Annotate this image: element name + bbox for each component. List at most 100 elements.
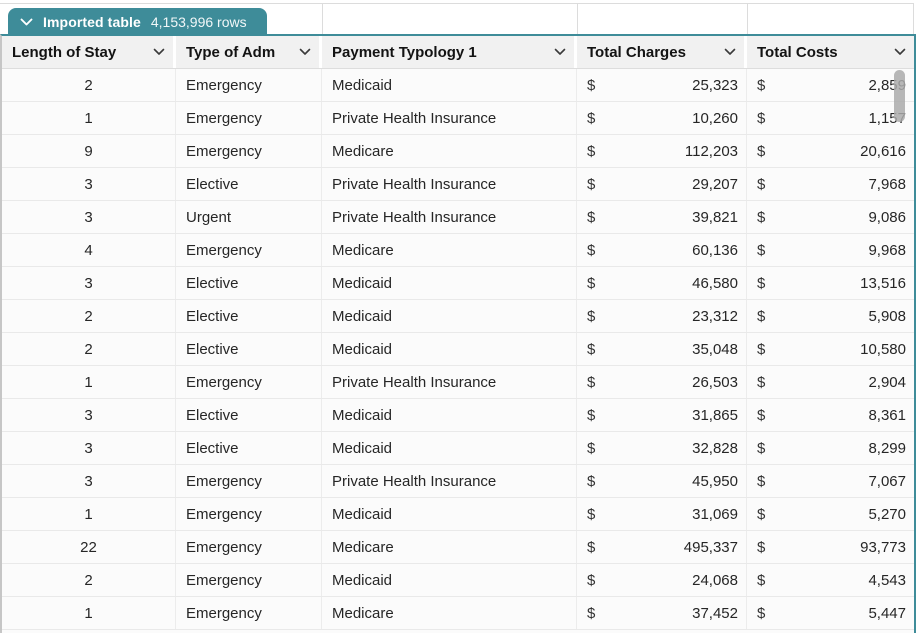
table-body: 2 Emergency Medicaid $25,323 $2,859 1 Emergenc…: [2, 69, 914, 630]
table-row: 1 Emergency Private Health Insurance $10,26…: [2, 102, 914, 135]
cell-value: Emergency: [186, 604, 262, 622]
currency-symbol: $: [587, 340, 596, 358]
table-row: 22 Emergency Medicare $495,337 $93,773: [2, 531, 914, 564]
table-cell: Private Health Insurance: [322, 168, 577, 200]
table-row: 3 Elective Medicaid $46,580 $13,516: [2, 267, 914, 300]
table-row: 1 Emergency Private Health Insurance $26,50…: [2, 366, 914, 399]
table-cell: Private Health Insurance: [322, 366, 577, 398]
cell-value: Emergency: [186, 76, 262, 94]
table-cell: Medicaid: [322, 432, 577, 464]
cell-value: Elective: [186, 340, 239, 358]
cell-value: 93,773: [860, 538, 906, 556]
table-cell: $37,452: [577, 597, 747, 629]
cell-value: Emergency: [186, 571, 262, 589]
table-row: 2 Emergency Medicaid $24,068 $4,543: [2, 564, 914, 597]
cell-value: 7,067: [868, 472, 906, 490]
table-row: 9 Emergency Medicare $112,203 $20,616: [2, 135, 914, 168]
table-cell: Elective: [176, 300, 322, 332]
table-cell: Emergency: [176, 366, 322, 398]
table-cell: $39,821: [577, 201, 747, 233]
table-cell: Medicaid: [322, 564, 577, 596]
table-cell: 1: [2, 498, 176, 530]
table-cell: $35,048: [577, 333, 747, 365]
cell-value: Medicaid: [332, 340, 393, 358]
currency-symbol: $: [757, 241, 766, 259]
cell-value: 3: [84, 208, 93, 226]
column-menu-chevron-icon[interactable]: [147, 48, 165, 56]
table-cell: Elective: [176, 333, 322, 365]
table-cell: 3: [2, 168, 176, 200]
cell-value: Elective: [186, 439, 239, 457]
table-cell: Elective: [176, 399, 322, 431]
currency-symbol: $: [757, 109, 766, 127]
column-header-total-charges[interactable]: Total Charges: [577, 36, 747, 68]
cell-value: 3: [84, 175, 93, 193]
cell-value: 39,821: [692, 208, 738, 226]
table-cell: $60,136: [577, 234, 747, 266]
table-cell: $112,203: [577, 135, 747, 167]
table-cell: $7,067: [747, 465, 914, 497]
table-cell: Medicaid: [322, 333, 577, 365]
currency-symbol: $: [757, 274, 766, 292]
cell-value: Medicaid: [332, 307, 393, 325]
cell-value: 8,361: [868, 406, 906, 424]
column-header-label: Payment Typology 1: [332, 43, 477, 61]
cell-value: 8,299: [868, 439, 906, 457]
table-cell: Medicaid: [322, 498, 577, 530]
table-cell: Elective: [176, 267, 322, 299]
table-cell: Private Health Insurance: [322, 201, 577, 233]
cell-value: 46,580: [692, 274, 738, 292]
upper-grid-vline: [577, 4, 578, 34]
currency-symbol: $: [587, 439, 596, 457]
column-menu-chevron-icon[interactable]: [548, 48, 566, 56]
column-menu-chevron-icon[interactable]: [293, 48, 311, 56]
cell-value: Medicaid: [332, 76, 393, 94]
table-cell: $46,580: [577, 267, 747, 299]
currency-symbol: $: [757, 571, 766, 589]
table-cell: Emergency: [176, 564, 322, 596]
cell-value: Private Health Insurance: [332, 109, 497, 127]
cell-value: 4,543: [868, 571, 906, 589]
table-row: 3 Elective Private Health Insurance $29,207…: [2, 168, 914, 201]
cell-value: Private Health Insurance: [332, 373, 497, 391]
cell-value: 4: [84, 241, 93, 259]
column-menu-chevron-icon[interactable]: [718, 48, 736, 56]
table-cell: $23,312: [577, 300, 747, 332]
table-cell: $2,904: [747, 366, 914, 398]
cell-value: 35,048: [692, 340, 738, 358]
cell-value: 9,086: [868, 208, 906, 226]
column-header-payment-typology-1[interactable]: Payment Typology 1: [322, 36, 577, 68]
column-menu-chevron-icon[interactable]: [888, 48, 906, 56]
column-header-total-costs[interactable]: Total Costs: [747, 36, 914, 68]
currency-symbol: $: [757, 76, 766, 94]
imported-table-tab[interactable]: Imported table 4,153,996 rows: [8, 8, 267, 36]
cell-value: 3: [84, 472, 93, 490]
cell-value: 26,503: [692, 373, 738, 391]
upper-grid-hline: [0, 3, 914, 4]
column-header-type-of-adm[interactable]: Type of Adm: [176, 36, 322, 68]
tab-row-count: 4,153,996 rows: [150, 14, 247, 30]
table-cell: Urgent: [176, 201, 322, 233]
table-cell: $31,865: [577, 399, 747, 431]
vertical-scrollbar-thumb[interactable]: [894, 70, 905, 122]
table-cell: Emergency: [176, 531, 322, 563]
table-cell: Medicaid: [322, 69, 577, 101]
cell-value: Medicare: [332, 142, 394, 160]
column-header-label: Length of Stay: [12, 43, 117, 61]
table-cell: $1,157: [747, 102, 914, 134]
collapse-chevron-icon[interactable]: [20, 18, 33, 27]
table-cell: 2: [2, 564, 176, 596]
column-header-label: Total Costs: [757, 43, 838, 61]
table-cell: $45,950: [577, 465, 747, 497]
column-header-length-of-stay[interactable]: Length of Stay: [2, 36, 176, 68]
table-cell: Medicaid: [322, 267, 577, 299]
currency-symbol: $: [587, 274, 596, 292]
cell-value: 495,337: [683, 538, 738, 556]
cell-value: Medicaid: [332, 274, 393, 292]
cell-value: Medicaid: [332, 571, 393, 589]
table-cell: $5,447: [747, 597, 914, 629]
table-cell: $4,543: [747, 564, 914, 596]
table-cell: $8,361: [747, 399, 914, 431]
table-cell: 22: [2, 531, 176, 563]
cell-value: 5,908: [868, 307, 906, 325]
